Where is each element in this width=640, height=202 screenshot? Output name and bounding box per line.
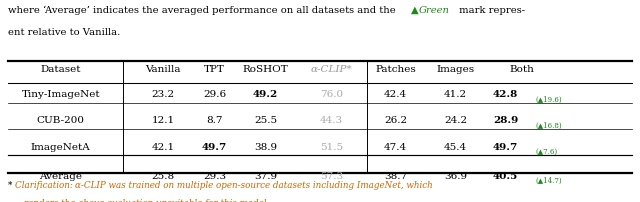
Text: α-CLIP*: α-CLIP* — [310, 65, 353, 74]
Text: 26.2: 26.2 — [384, 116, 407, 125]
Text: 57.3: 57.3 — [320, 171, 343, 180]
Text: Tiny-ImageNet: Tiny-ImageNet — [22, 89, 100, 98]
Text: Images: Images — [436, 65, 475, 74]
Text: 12.1: 12.1 — [152, 116, 175, 125]
Text: ImageNetA: ImageNetA — [31, 142, 91, 151]
Text: 76.0: 76.0 — [320, 89, 343, 98]
Text: 47.4: 47.4 — [384, 142, 407, 151]
Text: 38.7: 38.7 — [384, 171, 407, 180]
Text: CUB-200: CUB-200 — [36, 116, 84, 125]
Text: 38.9: 38.9 — [254, 142, 277, 151]
Text: 8.7: 8.7 — [206, 116, 223, 125]
Text: 40.5: 40.5 — [493, 171, 518, 180]
Text: 36.9: 36.9 — [444, 171, 467, 180]
Text: (▲16.8): (▲16.8) — [536, 121, 563, 129]
Text: *: * — [8, 180, 15, 189]
Text: 29.6: 29.6 — [203, 89, 226, 98]
Text: TPT: TPT — [204, 65, 225, 74]
Text: mark repres-: mark repres- — [456, 6, 525, 15]
Text: 45.4: 45.4 — [444, 142, 467, 151]
Text: (▲7.6): (▲7.6) — [536, 147, 558, 156]
Text: 42.8: 42.8 — [493, 89, 518, 98]
Text: 29.3: 29.3 — [203, 171, 226, 180]
Text: (▲14.7): (▲14.7) — [536, 176, 563, 184]
Text: (▲19.6): (▲19.6) — [536, 95, 563, 103]
Text: Both: Both — [509, 65, 534, 74]
Text: Dataset: Dataset — [40, 65, 81, 74]
Text: RoSHOT: RoSHOT — [243, 65, 289, 74]
Text: Vanilla: Vanilla — [145, 65, 181, 74]
Text: 42.4: 42.4 — [384, 89, 407, 98]
Text: Green: Green — [419, 6, 449, 15]
Text: 44.3: 44.3 — [320, 116, 343, 125]
Text: renders the above evaluation unsuitable for this model.: renders the above evaluation unsuitable … — [24, 198, 269, 202]
Text: 42.1: 42.1 — [152, 142, 175, 151]
Text: 49.2: 49.2 — [253, 89, 278, 98]
Text: 51.5: 51.5 — [320, 142, 343, 151]
Text: 41.2: 41.2 — [444, 89, 467, 98]
Text: where ‘Average’ indicates the averaged performance on all datasets and the: where ‘Average’ indicates the averaged p… — [8, 6, 399, 15]
Text: 25.8: 25.8 — [152, 171, 175, 180]
Text: ▲: ▲ — [411, 6, 419, 15]
Text: α-CLIP was trained on multiple open-source datasets including ImageNet, which: α-CLIP was trained on multiple open-sour… — [75, 180, 433, 189]
Text: 37.9: 37.9 — [254, 171, 277, 180]
Text: 24.2: 24.2 — [444, 116, 467, 125]
Text: 28.9: 28.9 — [493, 116, 518, 125]
Text: Average: Average — [39, 171, 83, 180]
Text: Clarification:: Clarification: — [15, 180, 77, 189]
Text: 49.7: 49.7 — [493, 142, 518, 151]
Text: 25.5: 25.5 — [254, 116, 277, 125]
Text: Patches: Patches — [375, 65, 416, 74]
Text: 49.7: 49.7 — [202, 142, 227, 151]
Text: 23.2: 23.2 — [152, 89, 175, 98]
Text: ent relative to Vanilla.: ent relative to Vanilla. — [8, 28, 120, 37]
